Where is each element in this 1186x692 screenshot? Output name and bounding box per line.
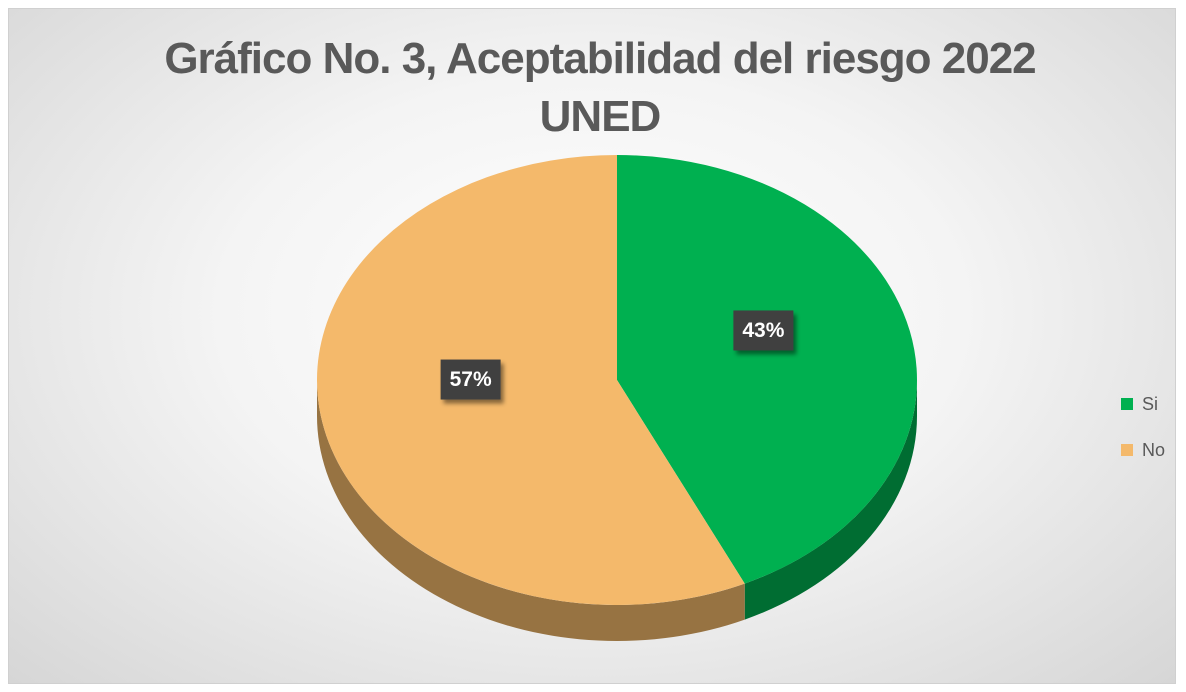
legend-swatch <box>1121 444 1133 456</box>
legend-label: No <box>1142 440 1165 460</box>
legend-swatch <box>1121 398 1133 410</box>
slice <box>617 155 917 584</box>
data-label: 43% <box>742 319 784 342</box>
data-label-box <box>440 359 501 400</box>
slice-side <box>744 380 918 620</box>
data-label-box <box>733 310 794 351</box>
chart-title: Gráfico No. 3, Aceptabilidad del riesgo … <box>164 34 1036 141</box>
slice-side <box>317 380 745 641</box>
slice <box>317 155 745 605</box>
legend-label: Si <box>1142 394 1158 414</box>
data-label: 57% <box>450 368 492 391</box>
